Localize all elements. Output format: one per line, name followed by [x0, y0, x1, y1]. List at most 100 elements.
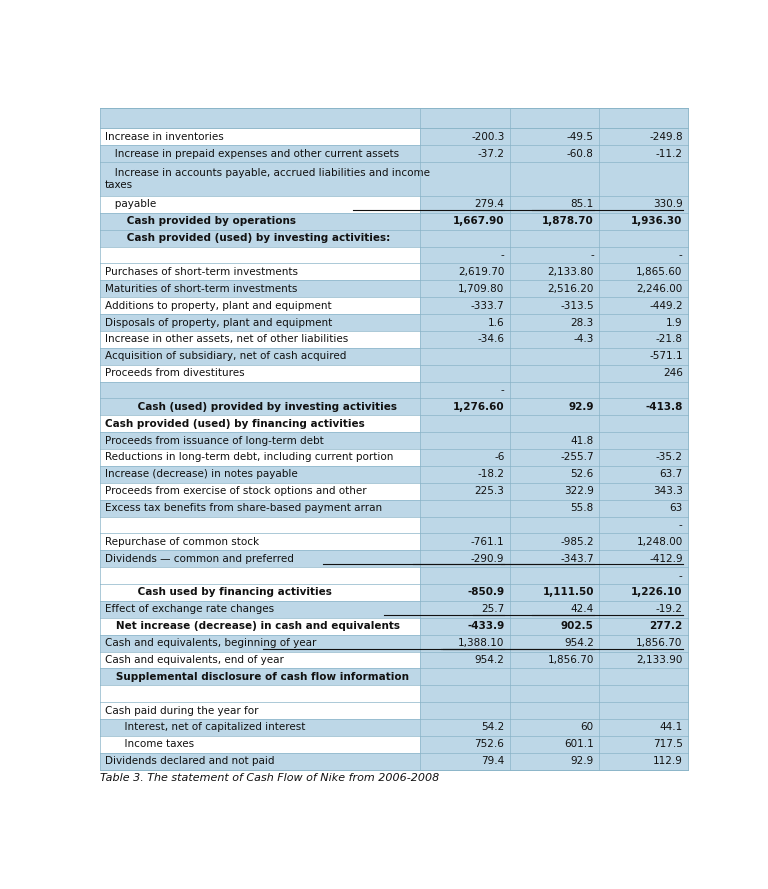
- Text: -200.3: -200.3: [471, 132, 505, 142]
- Text: 1,248.00: 1,248.00: [637, 537, 683, 547]
- Text: 601.1: 601.1: [564, 740, 594, 749]
- Text: 322.9: 322.9: [564, 486, 594, 496]
- Bar: [100, 348, 420, 364]
- Text: 1,709.80: 1,709.80: [458, 284, 505, 293]
- Bar: [420, 348, 510, 364]
- Bar: [420, 652, 510, 669]
- Bar: [599, 517, 688, 533]
- Bar: [510, 364, 599, 381]
- Bar: [599, 364, 688, 381]
- Bar: [510, 196, 599, 212]
- Bar: [420, 449, 510, 466]
- Text: Increase in other assets, net of other liabilities: Increase in other assets, net of other l…: [104, 334, 348, 344]
- Bar: [599, 584, 688, 601]
- Text: Proceeds from issuance of long-term debt: Proceeds from issuance of long-term debt: [104, 436, 323, 445]
- Text: 717.5: 717.5: [653, 740, 683, 749]
- Bar: [420, 550, 510, 567]
- Bar: [510, 483, 599, 500]
- Bar: [599, 567, 688, 584]
- Bar: [100, 314, 420, 331]
- Text: -4.3: -4.3: [574, 334, 594, 344]
- Bar: [510, 533, 599, 550]
- Bar: [100, 483, 420, 500]
- Bar: [420, 702, 510, 719]
- Bar: [420, 685, 510, 702]
- Bar: [420, 584, 510, 601]
- Text: Additions to property, plant and equipment: Additions to property, plant and equipme…: [104, 300, 331, 310]
- Bar: [100, 212, 420, 229]
- Text: 42.4: 42.4: [571, 605, 594, 614]
- Text: 954.2: 954.2: [475, 655, 505, 665]
- Text: Dividends — common and preferred: Dividends — common and preferred: [104, 554, 293, 564]
- Text: Cash used by financing activities: Cash used by financing activities: [104, 588, 332, 597]
- Bar: [510, 229, 599, 246]
- Text: Maturities of short-term investments: Maturities of short-term investments: [104, 284, 297, 293]
- Bar: [420, 331, 510, 348]
- Text: payable: payable: [104, 199, 156, 210]
- Bar: [599, 685, 688, 702]
- Bar: [420, 533, 510, 550]
- Text: 1,856.70: 1,856.70: [637, 638, 683, 648]
- Bar: [100, 398, 420, 415]
- Text: 2,133.90: 2,133.90: [637, 655, 683, 665]
- Text: 28.3: 28.3: [571, 317, 594, 327]
- Bar: [100, 449, 420, 466]
- Bar: [100, 364, 420, 381]
- Text: 25.7: 25.7: [482, 605, 505, 614]
- Text: Proceeds from divestitures: Proceeds from divestitures: [104, 368, 244, 378]
- Text: -412.9: -412.9: [649, 554, 683, 564]
- Text: Cash and equivalents, beginning of year: Cash and equivalents, beginning of year: [104, 638, 316, 648]
- Bar: [510, 314, 599, 331]
- Bar: [599, 618, 688, 635]
- Text: Cash paid during the year for: Cash paid during the year for: [104, 706, 258, 716]
- Bar: [100, 196, 420, 212]
- Text: 54.2: 54.2: [482, 723, 505, 733]
- Text: -850.9: -850.9: [467, 588, 505, 597]
- Bar: [510, 550, 599, 567]
- Text: Increase (decrease) in notes payable: Increase (decrease) in notes payable: [104, 469, 297, 479]
- Bar: [420, 517, 510, 533]
- Bar: [100, 229, 420, 246]
- Text: -: -: [501, 250, 505, 260]
- Bar: [420, 145, 510, 162]
- Bar: [599, 753, 688, 770]
- Bar: [599, 550, 688, 567]
- Bar: [599, 263, 688, 280]
- Text: 44.1: 44.1: [660, 723, 683, 733]
- Bar: [100, 415, 420, 432]
- Bar: [599, 162, 688, 196]
- Bar: [599, 432, 688, 449]
- Text: -18.2: -18.2: [478, 469, 505, 479]
- Text: 2,133.80: 2,133.80: [548, 267, 594, 276]
- Text: -433.9: -433.9: [467, 621, 505, 631]
- Text: Excess tax benefits from share-based payment arran: Excess tax benefits from share-based pay…: [104, 503, 382, 513]
- Bar: [510, 449, 599, 466]
- Text: 85.1: 85.1: [571, 199, 594, 210]
- Bar: [510, 652, 599, 669]
- Bar: [420, 466, 510, 483]
- Text: Cash and equivalents, end of year: Cash and equivalents, end of year: [104, 655, 283, 665]
- Text: -761.1: -761.1: [471, 537, 505, 547]
- Bar: [599, 483, 688, 500]
- Text: Dividends declared and not paid: Dividends declared and not paid: [104, 757, 274, 766]
- Text: Purchases of short-term investments: Purchases of short-term investments: [104, 267, 297, 276]
- Text: -985.2: -985.2: [560, 537, 594, 547]
- Bar: [510, 669, 599, 685]
- Text: 902.5: 902.5: [561, 621, 594, 631]
- Text: -11.2: -11.2: [656, 148, 683, 159]
- Text: 277.2: 277.2: [650, 621, 683, 631]
- Bar: [420, 432, 510, 449]
- Text: -: -: [590, 250, 594, 260]
- Bar: [510, 415, 599, 432]
- Bar: [420, 314, 510, 331]
- Text: 1.6: 1.6: [488, 317, 505, 327]
- Bar: [599, 702, 688, 719]
- Bar: [420, 229, 510, 246]
- Bar: [599, 297, 688, 314]
- Bar: [420, 280, 510, 297]
- Bar: [510, 500, 599, 517]
- Text: Disposals of property, plant and equipment: Disposals of property, plant and equipme…: [104, 317, 332, 327]
- Bar: [420, 415, 510, 432]
- Bar: [100, 145, 420, 162]
- Bar: [510, 702, 599, 719]
